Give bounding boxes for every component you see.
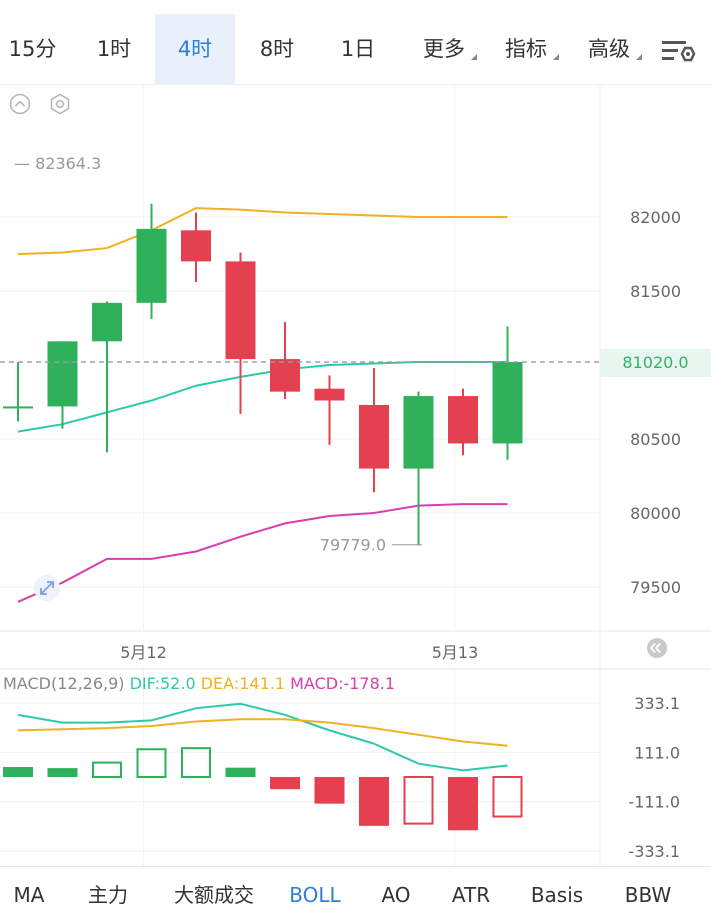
tab-more[interactable]: 更多 [405, 14, 483, 84]
last-price-tag: 81020.0 [600, 349, 711, 377]
dropdown-caret-icon [636, 54, 642, 60]
tab-15m[interactable]: 15分 [0, 14, 65, 84]
scroll-to-latest-icon[interactable] [646, 637, 668, 659]
tab-label: BOLL [289, 883, 341, 907]
tab-ao[interactable]: AO [370, 867, 422, 923]
low-price-label: 79779.0 [320, 536, 386, 555]
candle-body [359, 404, 389, 469]
expand-arrows-icon[interactable] [33, 574, 61, 602]
tab-8h[interactable]: 8时 [237, 14, 317, 84]
macd-tick-label: 111.0 [634, 743, 680, 762]
tab-advanced[interactable]: 高级 [570, 14, 648, 84]
candle-body [136, 228, 167, 303]
macd-title: MACD(12,26,9) [3, 674, 125, 693]
macd-tick-label: -111.0 [628, 793, 680, 812]
date-tick-label: 5月12 [120, 643, 167, 662]
macd-bar [3, 767, 33, 777]
price-tick-label: 80000 [630, 504, 681, 523]
dropdown-caret-icon [553, 54, 559, 60]
chevron-up-circle-icon[interactable] [9, 93, 31, 115]
price-tick-label: 81500 [630, 282, 681, 301]
candle-body [314, 388, 345, 401]
tab-label: 大额成交 [174, 883, 254, 907]
macd-bar [403, 776, 434, 825]
price-tick-label: 82000 [630, 208, 681, 227]
macd-bar [47, 768, 78, 777]
candle-body [3, 406, 33, 409]
tab-label: 高级 [588, 37, 630, 61]
tab-label: 主力 [88, 883, 128, 907]
candle-body [225, 261, 256, 360]
dropdown-caret-icon [471, 54, 477, 60]
tab-label: 8时 [259, 37, 295, 61]
candle-body [448, 396, 478, 444]
tab-label: Basis [530, 883, 584, 907]
boll-lower-line [17, 503, 508, 603]
tab-indicators[interactable]: 指标 [487, 14, 565, 84]
candle-body [492, 362, 523, 444]
date-tick-label: 5月13 [432, 643, 479, 662]
dif-line [17, 702, 508, 772]
candle-body [47, 341, 78, 407]
tab-label: ATR [451, 883, 491, 907]
tab-label: BBW [624, 883, 672, 907]
candle-body [270, 359, 300, 392]
macd-value-label: MACD:-178.1 [290, 674, 396, 693]
price-tick-label: 80500 [630, 430, 681, 449]
hexagon-settings-icon[interactable] [49, 93, 71, 115]
tab-atr[interactable]: ATR [442, 867, 500, 923]
macd-bar [270, 777, 300, 790]
candle-body [403, 396, 434, 469]
tab-main-force[interactable]: 主力 [76, 867, 140, 923]
boll-upper-line [17, 207, 508, 255]
macd-bar [492, 776, 523, 818]
dea-label: DEA:141.1 [200, 674, 286, 693]
boll-mid-line [17, 361, 508, 433]
tab-1h[interactable]: 1时 [75, 14, 153, 84]
tab-boll[interactable]: BOLL [289, 867, 341, 923]
macd-bar [314, 777, 345, 804]
tab-label: AO [381, 883, 411, 907]
candle-body [92, 302, 122, 342]
tab-label: 指标 [505, 37, 547, 61]
price-tick-label: 79500 [630, 578, 681, 597]
tab-1d[interactable]: 1日 [318, 14, 398, 84]
dea-line [17, 718, 508, 747]
tab-basis[interactable]: Basis [522, 867, 592, 923]
tab-label: MA [13, 883, 45, 907]
timeframe-tabs: 15分 1时 4时 8时 1日 更多 指标 高级 [0, 14, 711, 84]
macd-tick-label: -333.1 [628, 842, 680, 861]
tab-bbw[interactable]: BBW [615, 867, 681, 923]
macd-tick-label: 333.1 [634, 694, 680, 713]
macd-bar [92, 761, 122, 779]
tab-label: 4时 [177, 37, 213, 61]
filter-settings-icon[interactable] [660, 38, 696, 66]
dif-label: DIF:52.0 [129, 674, 196, 693]
indicator-tabs: MA 主力 大额成交 BOLL AO ATR Basis BBW [0, 866, 711, 923]
tab-4h[interactable]: 4时 [155, 14, 235, 84]
tab-large-trades[interactable]: 大额成交 [164, 867, 264, 923]
macd-bar [225, 767, 256, 777]
header-divider [0, 84, 711, 85]
tab-label: 更多 [423, 37, 465, 61]
high-price-label: — 82364.3 [14, 154, 101, 173]
tab-label: 1时 [96, 37, 132, 61]
macd-bar [448, 777, 478, 831]
candle-body [181, 230, 211, 262]
macd-bar [181, 747, 211, 779]
macd-bar [359, 777, 389, 826]
chart-canvas[interactable]: 82000 81500 80500 80000 79500 5月12 5月13 — 82364… [0, 0, 711, 866]
tab-label: 1日 [340, 37, 376, 61]
macd-legend: MACD(12,26,9) DIF:52.0 DEA:141.1 MACD:-1… [3, 674, 395, 693]
tab-label: 15分 [8, 37, 57, 61]
tab-ma[interactable]: MA [0, 867, 58, 923]
macd-bar [136, 748, 167, 778]
